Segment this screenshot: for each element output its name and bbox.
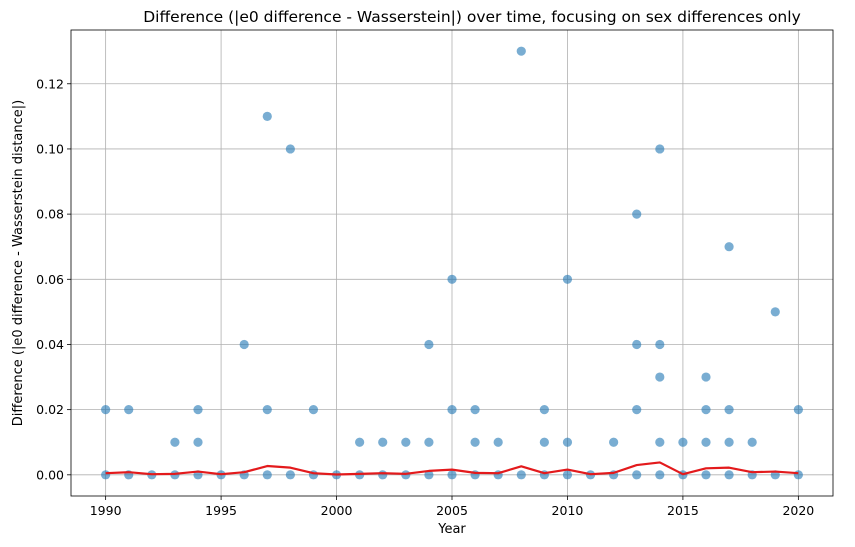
data-point bbox=[632, 470, 642, 480]
data-point bbox=[632, 405, 642, 415]
data-point bbox=[424, 470, 434, 480]
data-point bbox=[724, 405, 734, 415]
data-point bbox=[632, 209, 642, 219]
data-point bbox=[701, 405, 711, 415]
x-tick-label: 2010 bbox=[552, 503, 584, 518]
x-tick-label: 1990 bbox=[90, 503, 122, 518]
data-point bbox=[655, 470, 665, 480]
data-point bbox=[262, 111, 272, 121]
data-point bbox=[239, 339, 249, 350]
y-tick-label: 0.02 bbox=[36, 402, 64, 417]
data-point bbox=[747, 437, 757, 447]
data-point bbox=[655, 144, 665, 154]
data-point bbox=[378, 470, 388, 480]
data-point bbox=[285, 144, 295, 154]
data-point bbox=[262, 405, 272, 415]
y-tick-label: 0.08 bbox=[36, 207, 64, 222]
data-point bbox=[262, 470, 272, 480]
y-tick-label: 0.10 bbox=[36, 141, 64, 156]
data-point bbox=[678, 437, 688, 447]
data-point bbox=[724, 437, 734, 447]
data-point bbox=[447, 405, 457, 415]
data-point bbox=[124, 405, 134, 415]
mean-line bbox=[105, 461, 799, 476]
chart-title: Difference (|e0 difference - Wasserstein… bbox=[143, 8, 801, 26]
data-point bbox=[793, 405, 803, 415]
x-tick-label: 2015 bbox=[667, 503, 699, 518]
data-point bbox=[701, 437, 711, 447]
data-point bbox=[470, 405, 480, 415]
data-point bbox=[770, 307, 780, 317]
x-tick-label: 2005 bbox=[436, 503, 468, 518]
data-point bbox=[632, 339, 642, 350]
data-point bbox=[193, 437, 203, 447]
y-axis-ticks: 0.00 0.02 0.04 0.06 0.08 0.10 0.12 bbox=[36, 76, 71, 482]
data-point bbox=[724, 470, 734, 480]
data-point bbox=[539, 405, 549, 415]
data-point bbox=[447, 470, 457, 480]
data-point bbox=[701, 470, 711, 480]
data-point bbox=[378, 437, 388, 447]
data-point bbox=[793, 470, 803, 480]
x-axis-label: Year bbox=[437, 522, 466, 537]
data-point bbox=[424, 437, 434, 447]
data-point bbox=[193, 405, 203, 415]
y-tick-label: 0.00 bbox=[36, 467, 64, 482]
data-point bbox=[516, 46, 526, 56]
data-point bbox=[609, 437, 619, 447]
y-tick-label: 0.06 bbox=[36, 272, 64, 287]
x-tick-label: 1995 bbox=[205, 503, 237, 518]
data-point bbox=[562, 470, 573, 480]
data-point bbox=[516, 470, 526, 480]
data-point bbox=[701, 372, 711, 382]
x-tick-label: 2000 bbox=[321, 503, 353, 518]
y-axis-label: Difference (|e0 difference - Wasserstein… bbox=[11, 100, 26, 427]
x-axis-ticks: 1990 1995 2000 2005 2010 2015 2020 bbox=[90, 496, 814, 518]
data-point bbox=[355, 437, 365, 447]
data-point bbox=[724, 242, 734, 252]
data-point bbox=[655, 372, 665, 382]
data-point bbox=[562, 274, 573, 284]
data-point bbox=[655, 437, 665, 447]
data-point bbox=[655, 339, 665, 350]
grid bbox=[71, 30, 833, 496]
data-point bbox=[401, 437, 411, 447]
data-point bbox=[493, 437, 503, 447]
data-point bbox=[539, 437, 549, 447]
data-point bbox=[101, 470, 111, 480]
data-point bbox=[285, 470, 295, 480]
data-point bbox=[447, 274, 457, 284]
data-point bbox=[170, 437, 180, 447]
y-tick-label: 0.12 bbox=[36, 76, 64, 91]
data-point bbox=[424, 339, 434, 350]
data-point bbox=[308, 405, 319, 415]
data-point bbox=[470, 437, 480, 447]
x-tick-label: 2020 bbox=[782, 503, 814, 518]
mean-line-series bbox=[105, 461, 799, 476]
y-tick-label: 0.04 bbox=[36, 337, 64, 352]
data-point bbox=[562, 437, 573, 447]
data-point bbox=[101, 405, 111, 415]
